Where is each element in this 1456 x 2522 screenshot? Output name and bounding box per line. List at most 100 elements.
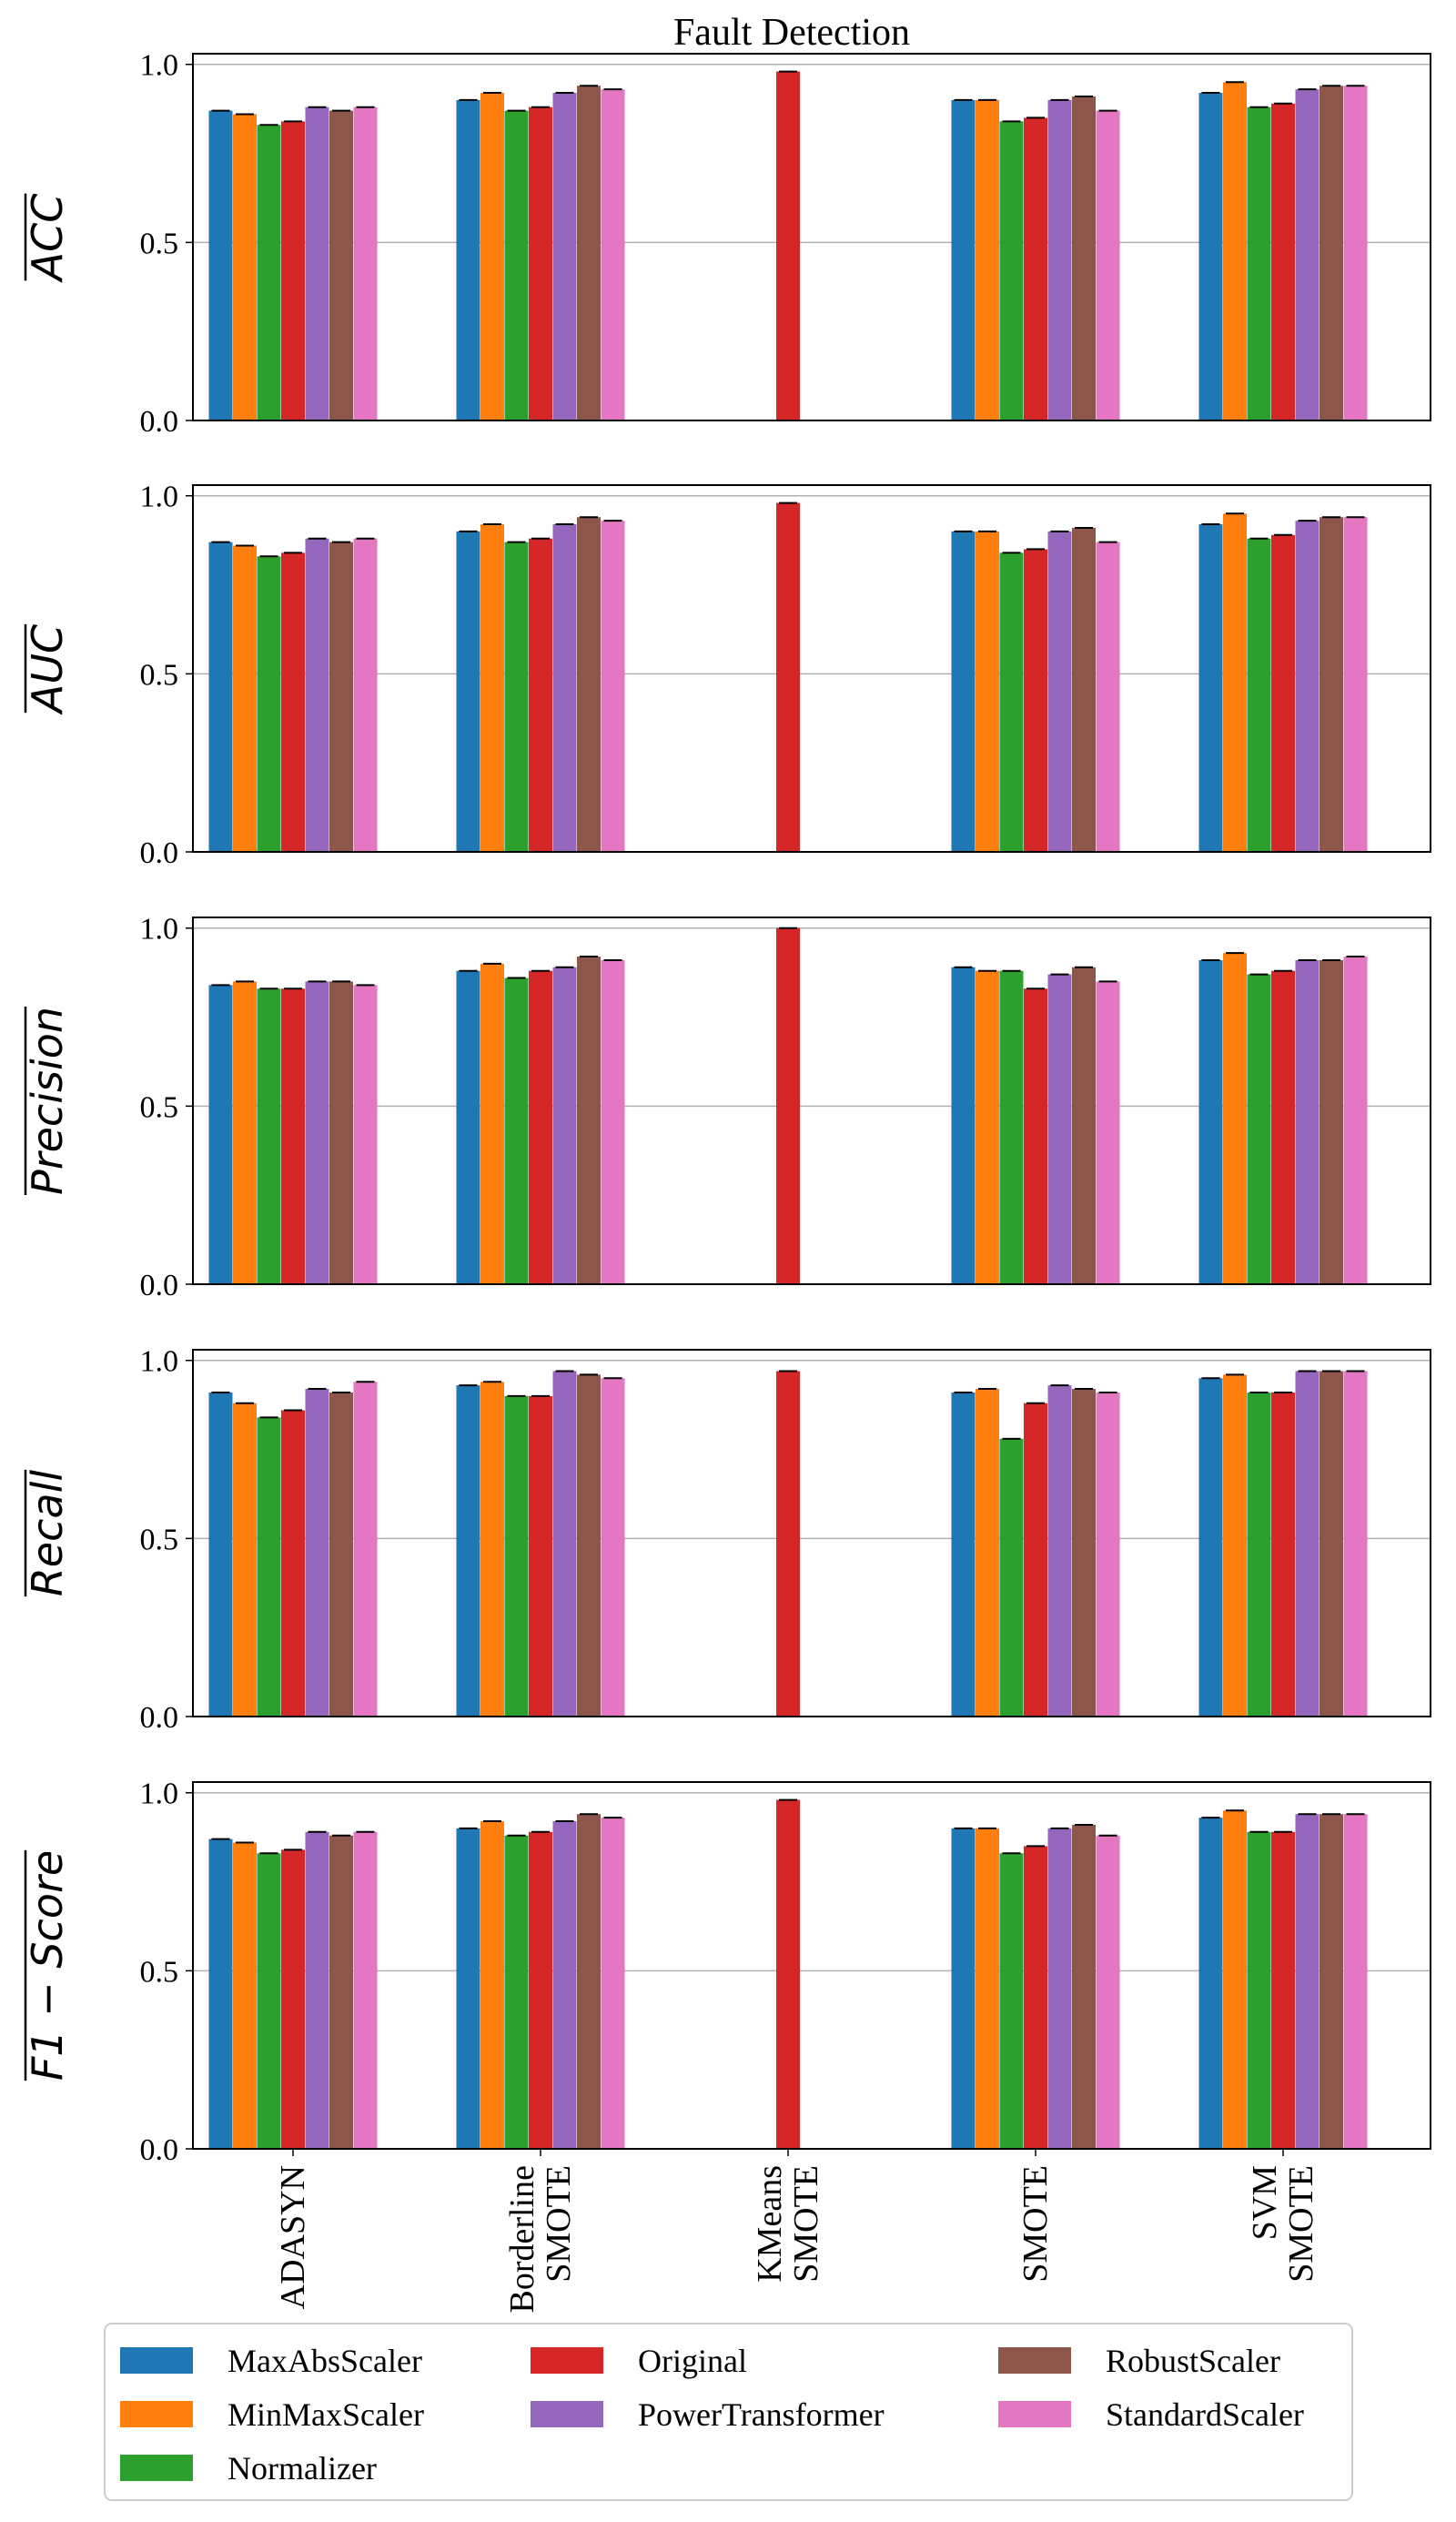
bar-maxabsscaler-smote <box>951 531 976 852</box>
bar-minmaxscaler-svm-smote <box>1223 1374 1247 1717</box>
bar-standardscaler-borderline-smote <box>601 1378 625 1717</box>
y-tick-label: 0.5 <box>140 1523 179 1556</box>
y-axis-label-group: Recall <box>23 1470 72 1597</box>
y-axis-label-group: F1 − Score <box>23 1849 72 2081</box>
bar-maxabsscaler-adasyn <box>208 110 233 421</box>
y-tick-label: 1.0 <box>140 49 179 83</box>
panel-acc: 0.0 0.5 1.0 ACC <box>23 49 1431 439</box>
bar-original-svm-smote <box>1271 1392 1295 1717</box>
bar-standardscaler-smote <box>1096 110 1120 421</box>
axes-frame <box>192 1349 1431 1717</box>
bar-powertransformer-smote <box>1047 1828 1072 2149</box>
y-tick-label: 0.5 <box>140 227 179 260</box>
bar-minmaxscaler-svm-smote <box>1223 1810 1247 2149</box>
bar-powertransformer-svm-smote <box>1295 1371 1320 1717</box>
x-tick-label: SMOTE <box>1282 2165 1320 2283</box>
bar-standardscaler-svm-smote <box>1343 1814 1368 2149</box>
bar-powertransformer-smote <box>1047 531 1072 852</box>
bar-standardscaler-adasyn <box>353 538 378 852</box>
bar-maxabsscaler-adasyn <box>208 542 233 852</box>
bar-maxabsscaler-svm-smote <box>1198 524 1223 852</box>
bar-minmaxscaler-svm-smote <box>1223 513 1247 852</box>
bar-maxabsscaler-svm-smote <box>1198 959 1223 1284</box>
bar-maxabsscaler-adasyn <box>208 1838 233 2149</box>
bar-robustscaler-borderline-smote <box>577 517 601 852</box>
bar-original-svm-smote <box>1271 1831 1295 2149</box>
legend-label-minmaxscaler: MinMaxScaler <box>228 2396 424 2433</box>
legend-swatch-robustscaler <box>998 2347 1071 2374</box>
panel-auc: 0.0 0.5 1.0 AUC <box>23 481 1431 870</box>
y-axis-label-group: Precision <box>23 1006 72 1196</box>
bar-robustscaler-svm-smote <box>1320 517 1343 852</box>
y-tick-label: 1.0 <box>140 481 179 514</box>
axes-frame <box>192 917 1431 1285</box>
bar-robustscaler-adasyn <box>329 981 353 1284</box>
bar-robustscaler-smote <box>1072 967 1096 1284</box>
legend-swatch-standardscaler <box>998 2401 1071 2427</box>
bar-minmaxscaler-smote <box>976 970 999 1284</box>
bar-powertransformer-borderline-smote <box>552 93 577 421</box>
legend-label-original: Original <box>638 2343 747 2379</box>
x-tick-label: SMOTE <box>540 2165 578 2283</box>
bar-maxabsscaler-borderline-smote <box>456 970 480 1284</box>
panel-precision: 0.0 0.5 1.0 Precision <box>23 913 1431 1302</box>
bar-original-adasyn <box>281 121 305 420</box>
bar-powertransformer-adasyn <box>305 981 329 1284</box>
bar-maxabsscaler-smote <box>951 99 976 420</box>
bar-powertransformer-borderline-smote <box>552 1371 577 1717</box>
bar-robustscaler-smote <box>1072 527 1096 852</box>
x-tick-label: SMOTE <box>787 2165 825 2283</box>
y-tick-label: 0.0 <box>140 1701 179 1735</box>
bar-original-borderline-smote <box>529 1395 552 1717</box>
bar-robustscaler-smote <box>1072 1389 1096 1717</box>
bar-minmaxscaler-smote <box>976 1828 999 2149</box>
legend-swatch-minmaxscaler <box>120 2401 193 2427</box>
bar-standardscaler-borderline-smote <box>601 1818 625 2149</box>
bar-normalizer-adasyn <box>257 125 281 420</box>
bar-maxabsscaler-svm-smote <box>1198 93 1223 421</box>
bar-normalizer-borderline-smote <box>504 542 529 852</box>
bar-minmaxscaler-borderline-smote <box>480 963 504 1284</box>
bar-original-kmeans-smote <box>776 502 800 852</box>
bar-normalizer-borderline-smote <box>504 1835 529 2149</box>
bar-original-adasyn <box>281 552 305 852</box>
bar-powertransformer-svm-smote <box>1295 959 1320 1284</box>
bar-standardscaler-adasyn <box>353 1831 378 2149</box>
axes-frame <box>192 484 1431 853</box>
legend: MaxAbsScaler MinMaxScaler Normalizer Origin… <box>104 2323 1353 2501</box>
legend-label-powertransformer: PowerTransformer <box>638 2396 885 2433</box>
y-axis-label-group: ACC <box>23 193 72 283</box>
y-tick-label: 1.0 <box>140 1345 179 1379</box>
bar-original-svm-smote <box>1271 534 1295 852</box>
chart-title: Fault Detection <box>673 12 910 54</box>
bar-normalizer-smote <box>999 121 1024 420</box>
legend-label-normalizer: Normalizer <box>228 2450 377 2487</box>
bar-normalizer-adasyn <box>257 556 281 852</box>
bar-standardscaler-borderline-smote <box>601 89 625 420</box>
bar-original-smote <box>1024 988 1047 1284</box>
bar-original-borderline-smote <box>529 538 552 852</box>
panel-recall: 0.0 0.5 1.0 Recall <box>23 1345 1431 1735</box>
bar-robustscaler-borderline-smote <box>577 1814 601 2149</box>
bar-original-smote <box>1024 549 1047 852</box>
y-tick-label: 0.0 <box>140 836 179 870</box>
y-tick-label: 1.0 <box>140 1778 179 1811</box>
x-tick-label: KMeans <box>751 2165 789 2283</box>
bar-maxabsscaler-borderline-smote <box>456 1385 480 1717</box>
bar-normalizer-adasyn <box>257 1853 281 2149</box>
bar-powertransformer-svm-smote <box>1295 1814 1320 2149</box>
bar-standardscaler-adasyn <box>353 1382 378 1717</box>
x-tick-label: SMOTE <box>1016 2165 1055 2283</box>
bar-normalizer-adasyn <box>257 1417 281 1717</box>
legend-swatch-maxabsscaler <box>120 2347 193 2374</box>
bar-maxabsscaler-borderline-smote <box>456 1828 480 2149</box>
bar-robustscaler-borderline-smote <box>577 957 601 1284</box>
panel-f1-score: 0.0 0.5 1.0 F1 − Score <box>23 1778 1431 2167</box>
bar-normalizer-svm-smote <box>1247 106 1271 420</box>
bar-powertransformer-borderline-smote <box>552 967 577 1284</box>
y-axis-label: Precision <box>23 1007 72 1195</box>
y-tick-label: 0.5 <box>140 1955 179 1989</box>
bar-normalizer-borderline-smote <box>504 1395 529 1717</box>
bar-normalizer-svm-smote <box>1247 538 1271 852</box>
